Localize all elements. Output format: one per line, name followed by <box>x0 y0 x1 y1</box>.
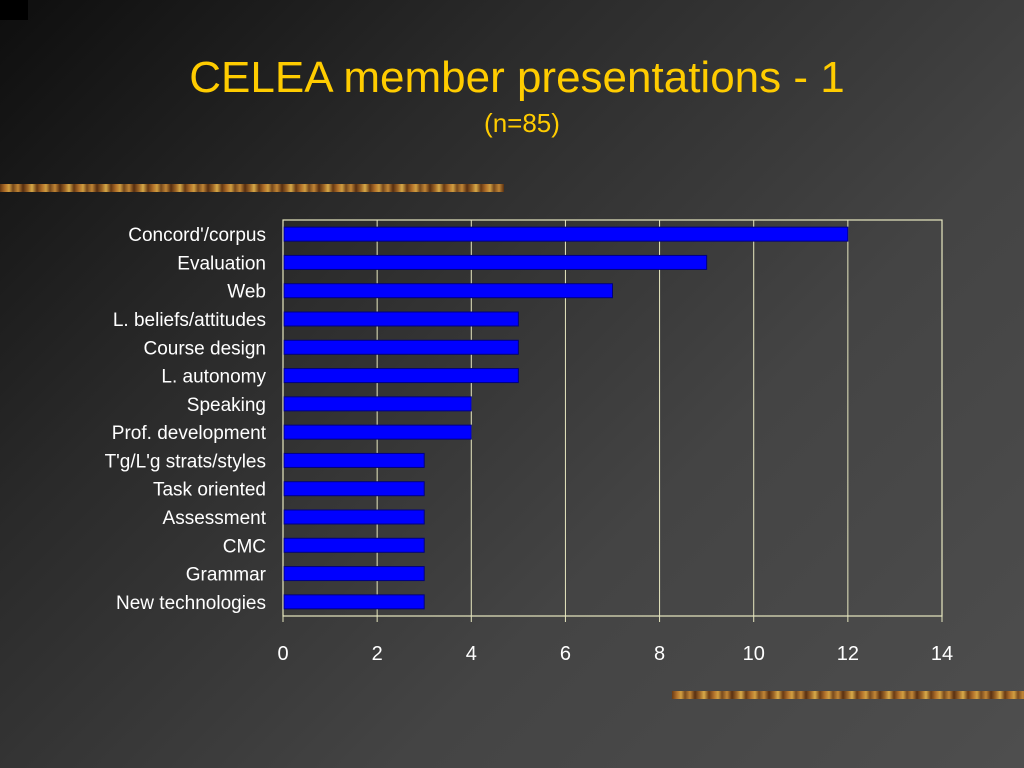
x-tick-label: 10 <box>743 643 765 665</box>
category-label: New technologies <box>116 593 266 614</box>
slide-subtitle: (n=85) <box>484 108 560 138</box>
bar <box>283 368 519 384</box>
bar <box>283 452 425 468</box>
corner-mark <box>0 0 28 20</box>
category-label: Prof. development <box>112 423 267 444</box>
x-tick-label: 0 <box>277 643 288 665</box>
bar <box>283 594 425 610</box>
bar <box>283 311 519 327</box>
x-tick-label: 4 <box>466 643 477 665</box>
category-label: Speaking <box>187 395 266 416</box>
category-label: T'g/L'g strats/styles <box>105 451 266 472</box>
x-tick-label: 14 <box>931 643 953 665</box>
bar <box>283 226 849 242</box>
bar <box>283 339 519 355</box>
x-tick-label: 8 <box>654 643 665 665</box>
bar <box>283 254 708 270</box>
slide-title: CELEA member presentations - 1 <box>189 53 845 102</box>
bar <box>283 481 425 497</box>
label-layer: 0 2 4 6 8 10 12 14 Concord'/corpus Evaluation Web L… <box>105 225 954 665</box>
bar <box>283 566 425 582</box>
category-label: Assessment <box>163 508 267 529</box>
decorative-stripe-top <box>0 184 504 192</box>
category-label: Course design <box>143 338 266 359</box>
category-label: Grammar <box>186 565 267 586</box>
grid-layer <box>282 219 943 622</box>
plot-area-border <box>282 219 943 617</box>
bar-layer <box>283 226 849 610</box>
x-tick-label: 6 <box>560 643 571 665</box>
x-tick-label: 12 <box>837 643 859 665</box>
category-label: Evaluation <box>177 253 266 274</box>
bar <box>283 396 472 412</box>
bar <box>283 424 472 440</box>
category-label: Web <box>227 282 266 303</box>
category-label: L. autonomy <box>161 367 266 388</box>
bar <box>283 509 425 525</box>
category-label: Task oriented <box>153 480 266 501</box>
x-tick-label: 2 <box>372 643 383 665</box>
title-block: CELEA member presentations - 1 (n=85) <box>0 48 1024 138</box>
decorative-stripe-bottom <box>672 691 1024 699</box>
category-label: Concord'/corpus <box>128 225 266 246</box>
bar <box>283 537 425 553</box>
bar <box>283 283 613 299</box>
category-label: L. beliefs/attitudes <box>113 310 266 331</box>
category-label: CMC <box>223 536 266 557</box>
